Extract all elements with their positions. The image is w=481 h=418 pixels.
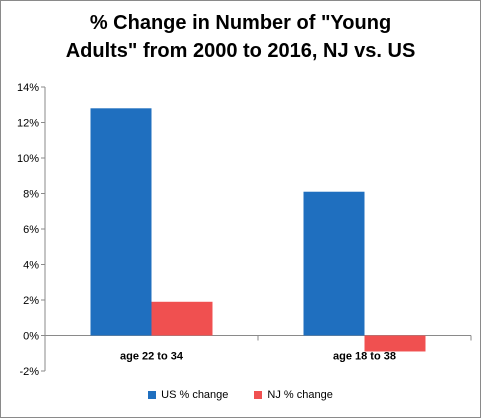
bar-nj (364, 335, 426, 352)
legend: US % change NJ % change (1, 389, 480, 401)
y-tick-label: 2% (23, 295, 39, 307)
y-tick-label: 12% (17, 118, 39, 130)
y-tick-label: 6% (23, 224, 39, 236)
y-tick-label: 10% (17, 153, 39, 165)
legend-swatch-us (148, 391, 157, 399)
y-tick-label: -2% (19, 366, 39, 378)
legend-swatch-nj (254, 391, 263, 399)
x-category-label: age 22 to 34 (120, 351, 184, 363)
x-category-label: age 18 to 38 (333, 351, 396, 363)
bar-nj (151, 301, 213, 336)
chart-title: % Change in Number of "Young Adults" fro… (1, 9, 480, 65)
y-tick-label: 0% (23, 331, 39, 343)
y-tick-label: 14% (17, 82, 39, 94)
y-tick-label: 8% (23, 189, 39, 201)
legend-item-nj: NJ % change (254, 389, 333, 401)
chart-title-line-2: Adults" from 2000 to 2016, NJ vs. US (65, 40, 416, 62)
bar-us (303, 191, 365, 336)
legend-label-us: US % change (161, 389, 229, 401)
legend-item-us: US % change (148, 389, 228, 401)
y-tick-label: 4% (23, 260, 39, 272)
legend-label-nj: NJ % change (267, 389, 333, 401)
bar-us (90, 108, 152, 336)
chart-title-line-1: % Change in Number of "Young (89, 12, 392, 34)
